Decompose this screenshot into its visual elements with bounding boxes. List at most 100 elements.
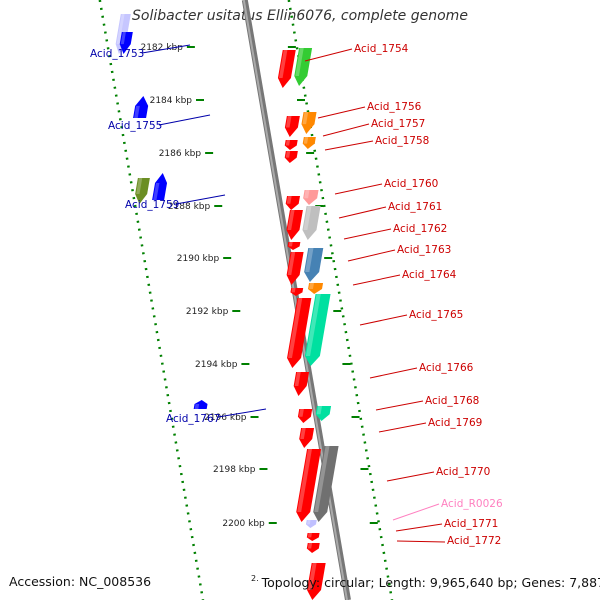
gene-arrow-acid-1762-b-shape xyxy=(287,242,301,250)
gene-arrow-acid-1767-sheen xyxy=(194,404,200,409)
gene-arrow-acid-1753-sheen xyxy=(120,32,126,45)
gene-arrow-acid-1769-shape xyxy=(299,428,315,448)
gene-label-right: Acid_1761 xyxy=(388,201,442,213)
ruler-rail-right xyxy=(287,0,394,600)
gene-arrow-acid-1761 xyxy=(302,206,321,240)
gene-arrow-acid-1755-sheen xyxy=(134,105,140,119)
gene-arrow-acid-1765-b xyxy=(287,298,312,368)
gene-arrow-acid-1772-sheen xyxy=(307,543,313,549)
callout-line-left xyxy=(217,408,267,418)
callout-line-right xyxy=(386,471,435,482)
gene-label-right: Acid_1765 xyxy=(409,309,463,321)
gene-arrow-acid-1754-shape xyxy=(277,50,296,88)
gene-arrow-acid-1758 xyxy=(302,137,316,149)
topology-mark: 2. xyxy=(251,574,259,583)
gene-arrow-acid-1765-b-sheen xyxy=(288,298,303,358)
topology-text: 2. Topology: circular; Length: 9,965,640 … xyxy=(251,574,600,590)
gene-label-left: Acid_1767 xyxy=(166,413,220,425)
gene-arrow-acid-1754-b-shape xyxy=(294,48,313,86)
kbp-label: 2184 kbp xyxy=(150,96,193,106)
gene-arrow-acid-1765-sheen xyxy=(305,294,321,356)
kbp-label: 2182 kbp xyxy=(140,43,183,53)
gene-arrow-acid-1771-sheen xyxy=(307,533,312,538)
callout-line-right xyxy=(338,206,387,219)
gene-arrow-acid-1771-shape xyxy=(306,533,320,541)
gene-arrow-acid-1759-a xyxy=(135,178,150,204)
gene-label-right: Acid_1764 xyxy=(402,269,457,281)
gene-label-right: Acid_1763 xyxy=(397,244,451,256)
gene-arrow-acid-1764-b-shape xyxy=(290,288,304,296)
callout-line-left xyxy=(175,194,226,205)
gene-arrow-acid-1769 xyxy=(299,428,315,448)
gene-arrow-acid-1757 xyxy=(301,112,317,134)
callout-line-right xyxy=(322,123,370,137)
gene-label-right: Acid_1766 xyxy=(419,362,474,374)
gene-arrow-acid-1762-b xyxy=(287,242,301,250)
gene-arrow-acid-1764-b-sheen xyxy=(291,288,296,293)
gene-arrow-acid-1770-shape xyxy=(296,449,322,522)
gene-arrow-acid-1761-sheen xyxy=(303,206,312,230)
gene-arrow-acid-1759-shape xyxy=(152,173,168,200)
gene-arrow-acid-1758-b-sheen xyxy=(285,151,291,158)
kbp-label: 2194 kbp xyxy=(195,360,238,370)
chromosome-backbone-highlight xyxy=(242,0,348,600)
gene-arrow-acid-1755-shape xyxy=(133,96,149,118)
callout-line-right xyxy=(324,140,374,151)
gene-arrow-acid-1770-b-sheen xyxy=(314,446,330,512)
gene-arrow-acid-1770-b-shape xyxy=(313,446,339,522)
gene-arrow-acid-1759-a-sheen xyxy=(136,178,143,194)
gene-arrow-acid-1763-b xyxy=(286,252,304,285)
gene-arrow-acid-1766 xyxy=(293,372,310,396)
gene-arrow-acid-1772-shape xyxy=(306,543,320,553)
gene-label-left: Acid_1755 xyxy=(108,120,162,132)
kbp-label: 2198 kbp xyxy=(213,465,256,475)
gene-label-right: Acid_1770 xyxy=(436,466,490,478)
gene-arrow-acid-1768-b-shape xyxy=(315,406,332,421)
gene-arrow-acid-r0026 xyxy=(305,520,317,528)
gene-arrow-acid-1756 xyxy=(284,116,300,137)
gene-arrow-acid-1757-shape xyxy=(301,112,317,134)
kbp-label: 2196 kbp xyxy=(204,413,247,423)
gene-label-right: Acid_1756 xyxy=(367,101,422,113)
kbp-label: 2186 kbp xyxy=(159,149,202,159)
callout-line-right xyxy=(352,274,401,286)
gene-arrow-acid-1762-shape xyxy=(286,210,303,240)
gene-arrow-acid-1764-shape xyxy=(308,283,324,294)
gene-arrow-acid-1773 xyxy=(307,563,326,600)
gene-label-left: Acid_1753 xyxy=(90,48,144,60)
gene-arrow-acid-1757-b-sheen xyxy=(285,140,291,146)
gene-arrow-acid-1765 xyxy=(304,294,331,366)
gene-arrow-acid-1766-shape xyxy=(293,372,310,396)
gene-arrow-acid-1763-b-sheen xyxy=(287,252,296,275)
gene-arrow-acid-1763-shape xyxy=(304,248,324,282)
callout-line-right xyxy=(347,249,396,262)
gene-arrow-acid-1768-b-sheen xyxy=(316,406,322,415)
ruler-rail-left xyxy=(98,0,205,600)
gene-arrow-acid-1760-sheen xyxy=(286,196,292,204)
callout-line-right xyxy=(343,228,392,240)
gene-label-right: Acid_1768 xyxy=(425,395,479,407)
callout-line-right xyxy=(395,523,443,532)
gene-label-right: Acid_1757 xyxy=(371,118,425,130)
gene-arrow-acid-1754 xyxy=(277,50,296,88)
gene-arrow-acid-1768 xyxy=(297,409,313,423)
gene-arrow-acid-1758-sheen xyxy=(303,137,309,144)
map-title: Solibacter usitatus Ellin6076, complete … xyxy=(132,8,468,24)
callout-line-right xyxy=(334,183,383,195)
gene-arrow-acid-1759-sheen xyxy=(153,183,160,200)
gene-arrow-acid-1758-shape xyxy=(302,137,316,149)
gene-label-right: Acid_1758 xyxy=(375,135,429,147)
callout-line-left xyxy=(158,114,211,126)
gene-label-right: Acid_1754 xyxy=(354,43,409,55)
callout-line-right xyxy=(396,540,446,543)
gene-arrow-acid-1762-b-sheen xyxy=(288,242,293,247)
gene-arrow-acid-1756-shape xyxy=(284,116,300,137)
gene-arrow-acid-1755 xyxy=(133,96,149,119)
gene-arrow-acid-1757-sheen xyxy=(302,112,309,125)
callout-line-right xyxy=(392,503,440,521)
gene-arrow-acid-1757-b-shape xyxy=(284,140,298,150)
callout-line-right xyxy=(378,422,427,433)
callout-line-right xyxy=(359,314,408,326)
